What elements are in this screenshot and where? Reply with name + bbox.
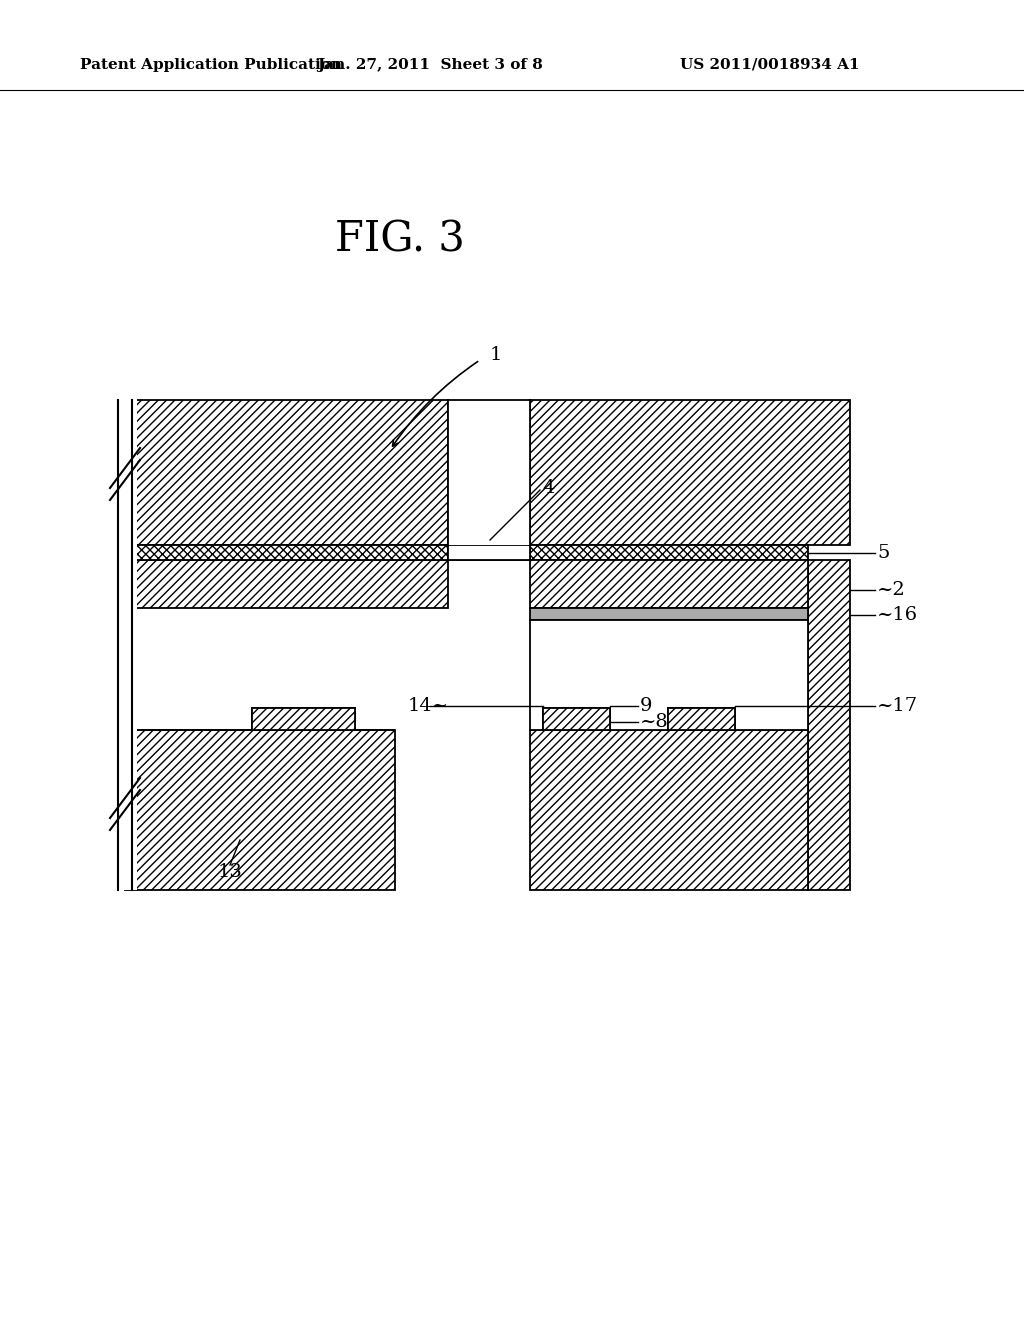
Text: 14~: 14~ bbox=[408, 697, 450, 715]
Bar bbox=[530, 560, 808, 609]
Text: 1: 1 bbox=[490, 346, 503, 364]
Bar bbox=[543, 708, 610, 730]
Bar bbox=[668, 708, 735, 730]
Text: ~17: ~17 bbox=[877, 697, 919, 715]
Bar bbox=[105, 395, 137, 890]
Text: 5: 5 bbox=[877, 544, 890, 562]
Bar bbox=[125, 730, 395, 890]
Polygon shape bbox=[530, 620, 808, 730]
Bar bbox=[252, 708, 355, 730]
Text: US 2011/0018934 A1: US 2011/0018934 A1 bbox=[680, 58, 859, 73]
Bar bbox=[808, 560, 850, 890]
Text: ~2: ~2 bbox=[877, 581, 906, 599]
Polygon shape bbox=[449, 545, 530, 560]
Text: 4: 4 bbox=[542, 479, 554, 498]
Bar bbox=[530, 545, 808, 560]
Text: 13: 13 bbox=[218, 863, 243, 880]
Text: ~16: ~16 bbox=[877, 606, 919, 624]
Text: Jan. 27, 2011  Sheet 3 of 8: Jan. 27, 2011 Sheet 3 of 8 bbox=[317, 58, 543, 73]
Bar bbox=[125, 560, 449, 609]
Text: ~8: ~8 bbox=[640, 713, 669, 731]
Bar bbox=[530, 609, 808, 620]
Bar bbox=[125, 400, 449, 545]
Bar bbox=[449, 545, 530, 560]
Text: FIG. 3: FIG. 3 bbox=[335, 219, 465, 261]
Bar bbox=[530, 730, 808, 890]
Bar bbox=[125, 545, 449, 560]
Text: Patent Application Publication: Patent Application Publication bbox=[80, 58, 342, 73]
Polygon shape bbox=[125, 708, 395, 730]
Bar bbox=[449, 400, 530, 545]
Bar bbox=[530, 400, 850, 545]
Text: 9: 9 bbox=[640, 697, 652, 715]
